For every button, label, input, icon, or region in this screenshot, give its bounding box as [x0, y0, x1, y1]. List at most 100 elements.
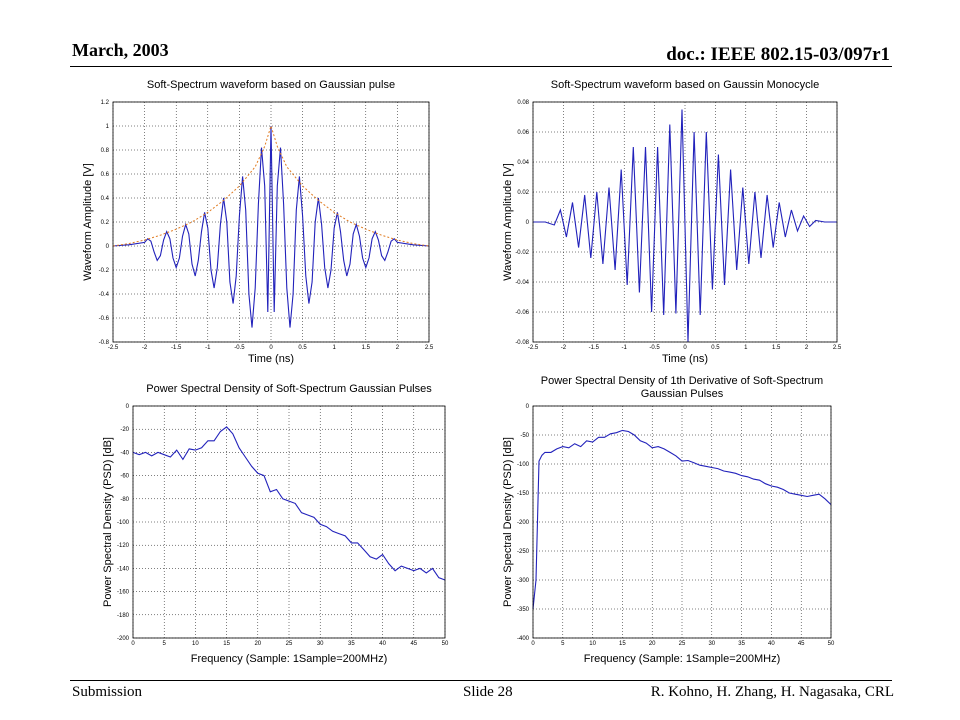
- y-tick-label: -0.2: [99, 268, 110, 274]
- footer-rule: [70, 680, 892, 681]
- y-tick-label: 0: [126, 404, 130, 410]
- plot-frame: [532, 405, 832, 639]
- footer-authors: R. Kohno, H. Zhang, H. Nagasaka, CRL: [650, 684, 894, 700]
- y-tick-label: 0.4: [101, 196, 110, 202]
- x-tick-label: 50: [442, 641, 449, 647]
- plot-frame: [532, 101, 838, 343]
- y-tick-label: 0.08: [517, 100, 529, 106]
- plot-frame: [132, 405, 446, 639]
- x-tick-label: 40: [768, 641, 775, 647]
- y-tick-label: 0.6: [101, 172, 110, 178]
- y-tick-label: -0.8: [99, 340, 110, 346]
- x-tick-label: 20: [649, 641, 656, 647]
- chart-title: Power Spectral Density of 1th Derivative…: [541, 375, 823, 400]
- x-tick-label: 45: [410, 641, 417, 647]
- y-tick-label: -20: [120, 427, 129, 433]
- x-axis-label: Time (ns): [248, 353, 294, 365]
- y-tick-label: -200: [517, 520, 530, 526]
- footer-submission: Submission: [72, 684, 143, 700]
- signal-series: [532, 429, 832, 610]
- y-tick-label: 0: [526, 404, 530, 410]
- y-tick-label: -0.02: [515, 250, 529, 256]
- chart-title: Power Spectral Density of Soft-Spectrum …: [146, 383, 432, 395]
- y-tick-label: 0.2: [101, 220, 110, 226]
- chart-psd-1st-derivative: Power Spectral Density of 1th Derivative…: [502, 375, 835, 665]
- x-tick-label: 20: [254, 641, 261, 647]
- x-tick-label: 10: [192, 641, 199, 647]
- y-axis-label: Power Spectral Density (PSD) [dB]: [502, 437, 514, 607]
- x-tick-label: 50: [828, 641, 835, 647]
- x-tick-label: -2.5: [108, 345, 119, 351]
- x-tick-label: -2: [142, 345, 148, 351]
- x-tick-label: -1: [622, 345, 628, 351]
- x-tick-label: -1.5: [589, 345, 600, 351]
- x-tick-label: -0.5: [649, 345, 660, 351]
- x-tick-label: 25: [286, 641, 293, 647]
- x-tick-label: 2: [805, 345, 809, 351]
- signal-series: [112, 125, 430, 328]
- y-tick-label: -200: [117, 636, 130, 642]
- chart-title-line: Gaussian Pulses: [641, 388, 724, 400]
- y-tick-label: -40: [120, 450, 129, 456]
- plot-frame: [112, 101, 430, 343]
- header-rule: [70, 66, 892, 67]
- signal-series: [533, 109, 837, 343]
- x-tick-label: 2.5: [425, 345, 434, 351]
- x-tick-label: 5: [163, 641, 167, 647]
- x-tick-label: 35: [348, 641, 355, 647]
- signal-series: [132, 426, 446, 581]
- y-tick-label: -80: [120, 497, 129, 503]
- x-tick-label: 0: [531, 641, 535, 647]
- y-tick-label: -300: [517, 578, 530, 584]
- y-axis-label: Waveform Amplitude [V]: [82, 163, 94, 281]
- y-tick-label: -100: [517, 462, 530, 468]
- x-tick-label: -1.5: [171, 345, 182, 351]
- y-tick-label: -100: [117, 520, 130, 526]
- y-tick-label: 0.02: [517, 190, 529, 196]
- y-axis-label: Waveform Amplitude [V]: [502, 163, 514, 281]
- x-tick-label: 0.5: [298, 345, 307, 351]
- x-tick-label: -2.5: [528, 345, 539, 351]
- y-axis-label: Power Spectral Density (PSD) [dB]: [102, 437, 114, 607]
- y-tick-label: 0.04: [517, 160, 529, 166]
- y-tick-label: 0.8: [101, 148, 110, 154]
- y-tick-label: -0.06: [515, 310, 529, 316]
- x-tick-label: 15: [619, 641, 626, 647]
- y-tick-label: -0.08: [515, 340, 529, 346]
- x-tick-label: -0.5: [234, 345, 245, 351]
- y-tick-label: -350: [517, 607, 530, 613]
- x-axis-label: Time (ns): [662, 353, 708, 365]
- x-tick-label: 45: [798, 641, 805, 647]
- chart-title-line: Power Spectral Density of 1th Derivative…: [541, 375, 823, 387]
- y-tick-label: 0: [526, 220, 530, 226]
- chart-gaussian-monocycle-waveform: Soft-Spectrum waveform based on Gaussin …: [502, 79, 842, 365]
- y-tick-label: -250: [517, 549, 530, 555]
- y-tick-label: -150: [517, 491, 530, 497]
- x-tick-label: 1: [744, 345, 748, 351]
- x-tick-label: 0: [683, 345, 687, 351]
- slide-date: March, 2003: [72, 40, 169, 60]
- y-tick-label: -180: [117, 613, 130, 619]
- x-tick-label: 0.5: [711, 345, 720, 351]
- x-tick-label: 0: [269, 345, 273, 351]
- y-tick-label: -120: [117, 543, 130, 549]
- x-axis-label: Frequency (Sample: 1Sample=200MHz): [191, 653, 388, 665]
- x-axis-label: Frequency (Sample: 1Sample=200MHz): [584, 653, 781, 665]
- y-tick-label: -0.04: [515, 280, 529, 286]
- y-tick-label: 0.06: [517, 130, 529, 136]
- y-tick-label: -0.6: [99, 316, 110, 322]
- y-tick-label: -60: [120, 474, 129, 480]
- x-tick-label: 1.5: [772, 345, 781, 351]
- y-tick-label: 1: [106, 124, 110, 130]
- chart-title: Soft-Spectrum waveform based on Gaussin …: [551, 79, 819, 91]
- y-tick-label: 0: [106, 244, 110, 250]
- chart-gaussian-pulse-waveform: Soft-Spectrum waveform based on Gaussian…: [82, 79, 434, 365]
- x-tick-label: -1: [205, 345, 211, 351]
- x-tick-label: 2: [396, 345, 400, 351]
- footer-slide-number: Slide 28: [463, 684, 513, 700]
- y-tick-label: -400: [517, 636, 530, 642]
- x-tick-label: -2: [561, 345, 567, 351]
- x-tick-label: 10: [589, 641, 596, 647]
- x-tick-label: 5: [561, 641, 565, 647]
- y-tick-label: -160: [117, 590, 130, 596]
